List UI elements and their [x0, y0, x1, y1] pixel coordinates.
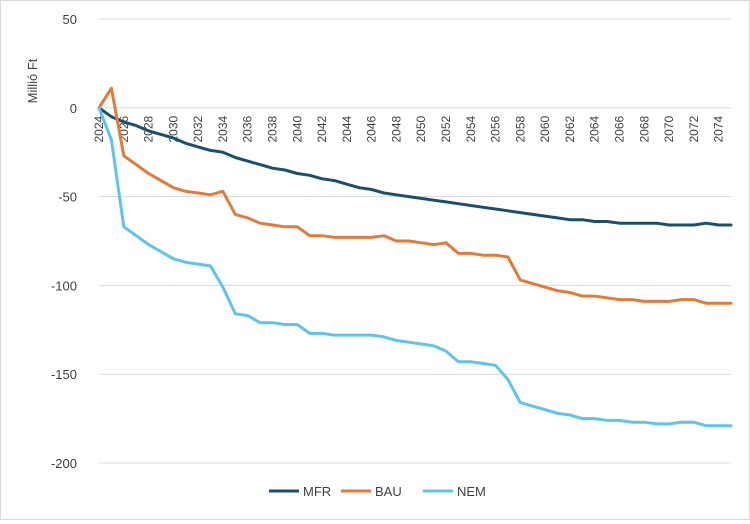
series-line-nem [97, 106, 733, 428]
x-tick-label: 2048 [389, 115, 403, 142]
series-lines [97, 86, 733, 428]
x-tick-label: 2040 [290, 115, 304, 142]
x-tick-label: 2054 [464, 115, 478, 142]
x-tick-label: 2024 [92, 115, 106, 142]
y-tick-label: -150 [51, 367, 77, 382]
y-tick-label: 0 [70, 101, 77, 116]
x-tick-label: 2038 [265, 115, 279, 142]
legend-label-mfr: MFR [303, 484, 331, 499]
x-tick-label: 2028 [142, 115, 156, 142]
y-tick-label: -100 [51, 278, 77, 293]
legend: MFR BAU NEM [269, 484, 486, 499]
x-tick-label: 2036 [241, 115, 255, 142]
y-tick-label: -200 [51, 456, 77, 471]
x-tick-label: 2060 [538, 115, 552, 142]
series-line-mfr [97, 106, 733, 227]
series-line-bau [97, 86, 733, 305]
x-tick-label: 2074 [712, 115, 726, 142]
x-tick-label: 2056 [489, 115, 503, 142]
y-axis-title: Millió Ft [25, 58, 40, 103]
x-tick-label: 2066 [612, 115, 626, 142]
x-tick-label: 2046 [365, 115, 379, 142]
y-tick-label: 50 [63, 12, 77, 27]
legend-label-bau: BAU [375, 484, 402, 499]
x-tick-label: 2032 [191, 115, 205, 142]
x-tick-label: 2050 [414, 115, 428, 142]
x-tick-label: 2044 [340, 115, 354, 142]
x-tick-label: 2070 [662, 115, 676, 142]
x-tick-labels: 2024 2026 2028 2030 2032 2034 2036 2038 2040 2042… [92, 115, 726, 142]
x-tick-label: 2058 [513, 115, 527, 142]
x-tick-label: 2072 [687, 115, 701, 142]
x-tick-label: 2064 [588, 115, 602, 142]
x-tick-label: 2052 [439, 115, 453, 142]
legend-label-nem: NEM [457, 484, 486, 499]
x-tick-label: 2068 [637, 115, 651, 142]
y-tick-labels: 50 0 -50 -100 -150 -200 [51, 12, 77, 471]
x-tick-label: 2062 [563, 115, 577, 142]
x-tick-label: 2034 [216, 115, 230, 142]
y-tick-label: -50 [58, 190, 77, 205]
x-tick-label: 2042 [315, 115, 329, 142]
